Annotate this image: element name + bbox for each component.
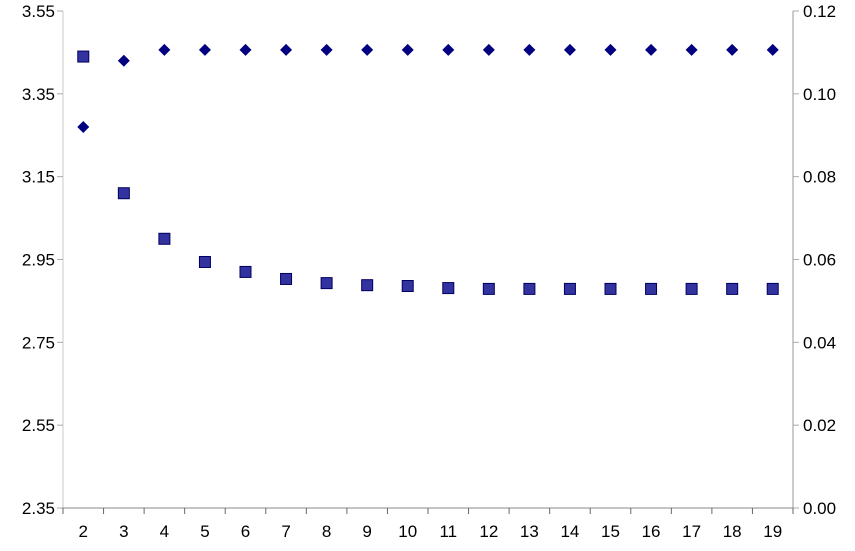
- square-point: [198, 255, 211, 268]
- x-tick-label: 12: [479, 522, 498, 541]
- square-point: [726, 282, 739, 295]
- square-point: [766, 282, 779, 295]
- square-point: [239, 265, 252, 278]
- diamond-point: [442, 43, 455, 56]
- x-tick-label: 17: [682, 522, 701, 541]
- diamond-point: [685, 43, 698, 56]
- x-tick-label: 14: [560, 522, 579, 541]
- diamond-point: [158, 43, 171, 56]
- square-point: [361, 279, 374, 292]
- x-tick-label: 13: [520, 522, 539, 541]
- diamond-point: [361, 43, 374, 56]
- left-tick-label: 3.55: [22, 2, 55, 21]
- left-tick-label: 3.35: [22, 85, 55, 104]
- diamond-point: [401, 43, 414, 56]
- square-point: [685, 282, 698, 295]
- diamond-point: [482, 43, 495, 56]
- diamond-point: [726, 43, 739, 56]
- left-tick-label: 2.35: [22, 499, 55, 518]
- right-tick-label: 0.10: [803, 85, 836, 104]
- right-tick-label: 0.04: [803, 333, 836, 352]
- square-point: [320, 277, 333, 290]
- left-tick-label: 2.75: [22, 333, 55, 352]
- square-point: [280, 272, 293, 285]
- square-point: [77, 50, 90, 63]
- square-point: [563, 282, 576, 295]
- left-tick-label: 2.95: [22, 251, 55, 270]
- square-point: [158, 232, 171, 245]
- x-tick-label: 10: [398, 522, 417, 541]
- x-tick-label: 15: [601, 522, 620, 541]
- diamond-point: [117, 54, 130, 67]
- right-tick-label: 0.00: [803, 499, 836, 518]
- right-tick-label: 0.02: [803, 416, 836, 435]
- diamond-point: [77, 120, 90, 133]
- x-tick-label: 5: [200, 522, 209, 541]
- diamond-point: [239, 43, 252, 56]
- square-point: [117, 187, 130, 200]
- x-tick-label: 9: [362, 522, 371, 541]
- diamond-point: [766, 43, 779, 56]
- right-tick-label: 0.08: [803, 168, 836, 187]
- square-point: [401, 280, 414, 293]
- x-tick-label: 18: [723, 522, 742, 541]
- diamond-point: [198, 43, 211, 56]
- x-tick-label: 19: [763, 522, 782, 541]
- x-tick-label: 3: [119, 522, 128, 541]
- square-point: [482, 282, 495, 295]
- square-point: [442, 282, 455, 295]
- x-tick-label: 2: [79, 522, 88, 541]
- right-tick-label: 0.12: [803, 2, 836, 21]
- diamond-point: [523, 43, 536, 56]
- x-tick-label: 4: [160, 522, 169, 541]
- diamond-point: [320, 43, 333, 56]
- diamond-point: [604, 43, 617, 56]
- diamond-point: [563, 43, 576, 56]
- x-tick-label: 6: [241, 522, 250, 541]
- left-tick-label: 3.15: [22, 168, 55, 187]
- left-tick-label: 2.55: [22, 416, 55, 435]
- x-tick-label: 16: [642, 522, 661, 541]
- square-point: [645, 282, 658, 295]
- diamond-point: [645, 43, 658, 56]
- diamond-point: [280, 43, 293, 56]
- square-point: [523, 282, 536, 295]
- x-tick-label: 8: [322, 522, 331, 541]
- square-point: [604, 282, 617, 295]
- x-tick-label: 11: [439, 522, 457, 541]
- x-tick-label: 7: [281, 522, 290, 541]
- right-tick-label: 0.06: [803, 251, 836, 270]
